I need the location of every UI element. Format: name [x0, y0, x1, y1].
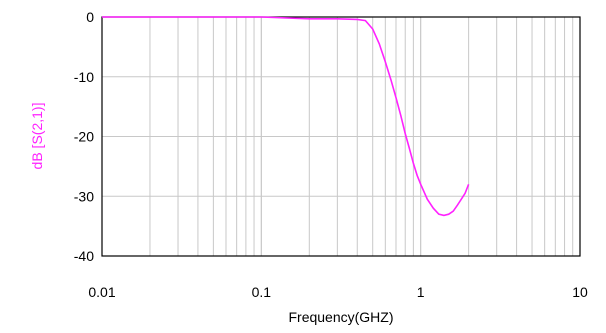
x-tick-labels: 0.01 0.1 1 10 — [88, 284, 588, 300]
x-axis-title: Frequency(GHZ) — [288, 309, 393, 325]
y-tick-label: -30 — [74, 188, 94, 204]
grid — [102, 17, 580, 256]
y-tick-label: -20 — [74, 129, 94, 145]
x-tick-label: 10 — [572, 284, 588, 300]
y-tick-label: -40 — [74, 248, 94, 264]
x-tick-label: 0.1 — [252, 284, 272, 300]
x-tick-label: 0.01 — [88, 284, 115, 300]
y-tick-label: -10 — [74, 69, 94, 85]
x-tick-label: 1 — [417, 284, 425, 300]
y-tick-label: 0 — [86, 9, 94, 25]
y-tick-labels: 0 -10 -20 -30 -40 — [74, 9, 94, 264]
plot-frame — [101, 16, 581, 257]
series-line — [102, 16, 470, 217]
y-axis-title: dB [S(2,1)] — [29, 103, 45, 170]
